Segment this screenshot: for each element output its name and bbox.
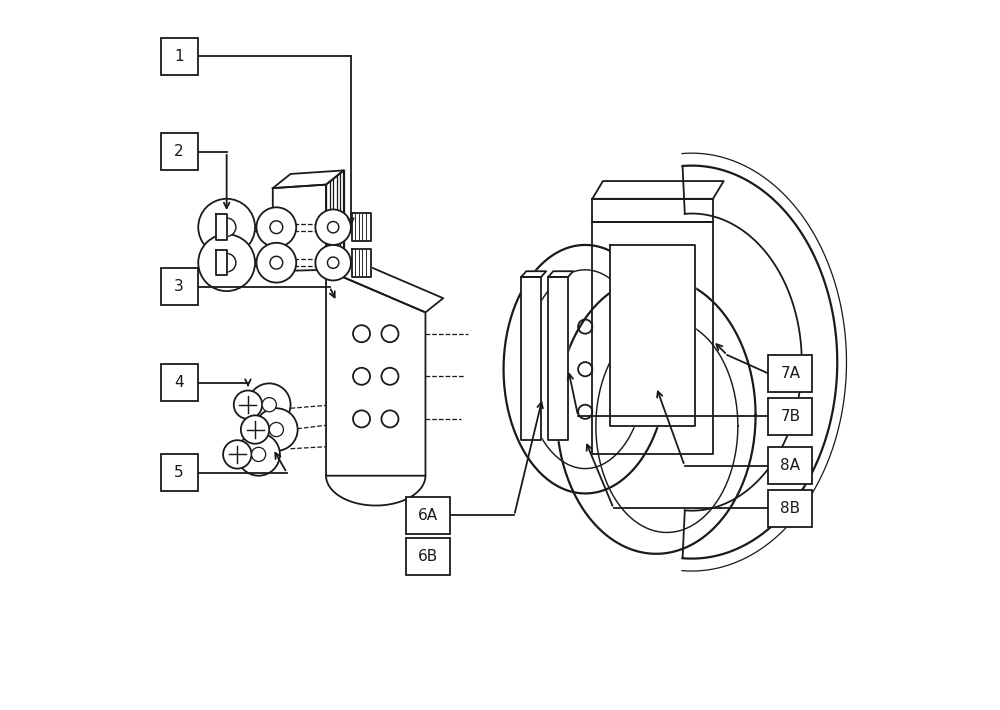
Circle shape [237, 433, 280, 476]
Circle shape [223, 440, 252, 469]
Polygon shape [683, 165, 837, 559]
Text: 1: 1 [174, 48, 184, 64]
FancyBboxPatch shape [406, 497, 450, 534]
FancyBboxPatch shape [161, 133, 198, 170]
Circle shape [269, 422, 283, 437]
Polygon shape [592, 222, 713, 454]
Circle shape [315, 209, 351, 245]
Text: 6A: 6A [418, 508, 438, 523]
Text: 8B: 8B [780, 501, 800, 516]
Polygon shape [610, 245, 695, 426]
Polygon shape [326, 476, 425, 506]
Polygon shape [592, 181, 724, 199]
Polygon shape [273, 185, 326, 271]
Polygon shape [352, 213, 371, 241]
Text: 7B: 7B [780, 408, 800, 424]
Polygon shape [326, 256, 443, 312]
Circle shape [270, 221, 283, 234]
FancyBboxPatch shape [161, 364, 198, 401]
Text: 5: 5 [174, 465, 184, 481]
Text: 2: 2 [174, 144, 184, 160]
Polygon shape [548, 277, 568, 440]
Polygon shape [216, 214, 227, 240]
Circle shape [217, 253, 236, 272]
FancyBboxPatch shape [161, 454, 198, 491]
Polygon shape [326, 170, 344, 270]
Circle shape [315, 245, 351, 280]
Polygon shape [557, 277, 756, 554]
Circle shape [255, 408, 298, 451]
Circle shape [270, 256, 283, 269]
Circle shape [327, 257, 339, 268]
Circle shape [234, 391, 262, 419]
Polygon shape [521, 277, 541, 440]
Circle shape [256, 243, 296, 283]
FancyBboxPatch shape [768, 398, 812, 435]
Polygon shape [521, 271, 546, 277]
Circle shape [262, 398, 276, 412]
Circle shape [217, 218, 236, 236]
FancyBboxPatch shape [161, 38, 198, 75]
Polygon shape [326, 270, 425, 476]
Circle shape [252, 447, 266, 462]
Circle shape [327, 222, 339, 233]
Polygon shape [504, 245, 667, 493]
Polygon shape [592, 199, 713, 222]
Circle shape [198, 199, 255, 256]
Circle shape [256, 207, 296, 247]
Text: 7A: 7A [780, 366, 800, 381]
FancyBboxPatch shape [406, 538, 450, 575]
FancyBboxPatch shape [768, 490, 812, 527]
FancyBboxPatch shape [768, 355, 812, 392]
Polygon shape [548, 271, 573, 277]
Text: 4: 4 [174, 375, 184, 390]
Polygon shape [352, 248, 371, 277]
FancyBboxPatch shape [768, 447, 812, 484]
Polygon shape [273, 170, 344, 188]
Circle shape [198, 234, 255, 291]
Text: 6B: 6B [418, 549, 438, 564]
Text: 3: 3 [174, 279, 184, 295]
Polygon shape [216, 250, 227, 275]
Text: 8A: 8A [780, 458, 800, 474]
Circle shape [241, 415, 269, 444]
Circle shape [248, 383, 291, 426]
FancyBboxPatch shape [161, 268, 198, 305]
